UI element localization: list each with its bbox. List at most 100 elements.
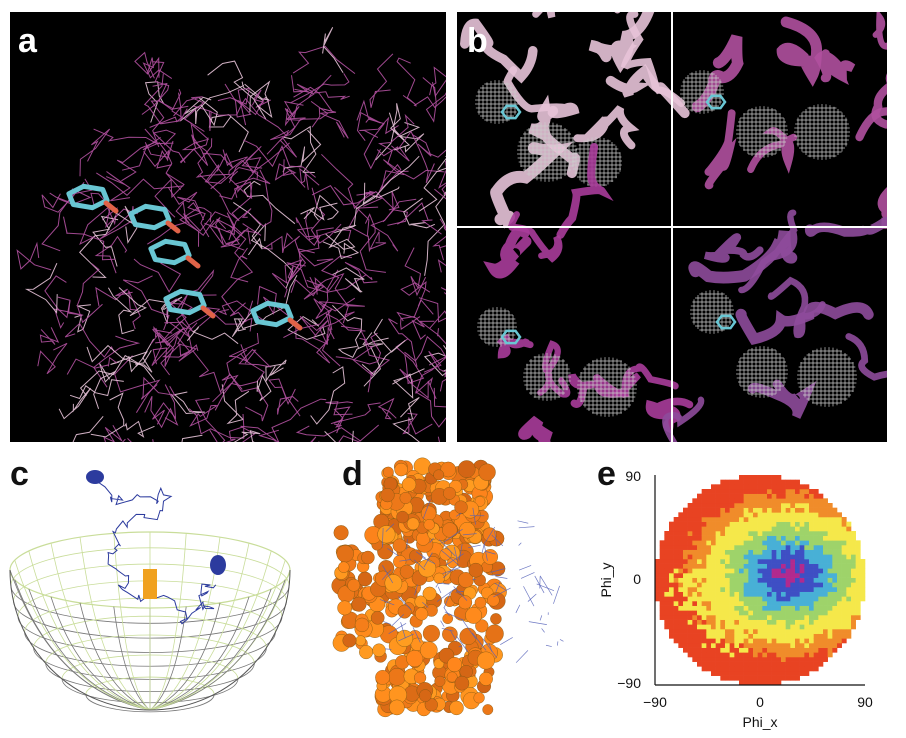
e-density-cell <box>720 647 726 653</box>
e-density-cell <box>790 554 796 560</box>
e-density-cell <box>771 563 777 569</box>
panel-b-ribbon <box>735 301 874 346</box>
panel-d-mesh-line <box>536 583 555 591</box>
e-density-cell <box>837 601 842 606</box>
e-density-cell <box>799 643 805 648</box>
e-density-cell <box>720 582 726 588</box>
e-density-cell <box>669 610 674 616</box>
panel-a-backbone-trace <box>124 420 155 438</box>
e-density-cell <box>664 605 670 611</box>
e-density-cell <box>757 582 763 588</box>
e-density-cell <box>734 479 740 485</box>
e-density-cell <box>697 587 702 592</box>
e-density-cell <box>687 596 693 602</box>
e-density-cell <box>771 615 777 620</box>
e-density-cell <box>715 587 721 592</box>
panel-b-ligand <box>500 329 522 345</box>
e-density-cell <box>757 587 763 592</box>
e-density-cell <box>799 610 805 616</box>
panel-d-mesh-line <box>483 543 488 561</box>
e-density-cell <box>809 601 814 606</box>
e-density-cell <box>813 666 819 672</box>
e-density-cell <box>692 498 698 504</box>
e-density-cell <box>725 652 730 658</box>
e-density-cell <box>855 568 861 574</box>
e-density-cell <box>720 675 726 681</box>
e-density-cell <box>827 517 833 522</box>
e-density-cell <box>715 582 721 588</box>
e-density-cell <box>757 633 763 639</box>
e-density-cell <box>678 577 684 583</box>
e-density-cell <box>837 554 842 560</box>
panel-c-meridian <box>79 602 151 711</box>
e-density-cell <box>706 596 712 602</box>
panel-a-backbone-trace <box>222 149 248 183</box>
e-density-cell <box>781 624 786 630</box>
e-density-cell <box>799 587 805 592</box>
e-density-cell <box>790 577 796 583</box>
panel-a-backbone-trace <box>295 320 331 364</box>
e-density-cell <box>701 535 707 541</box>
e-density-cell <box>790 605 796 611</box>
e-density-cell <box>734 601 740 606</box>
e-density-cell <box>748 573 754 578</box>
panel-a-backbone-trace <box>311 185 395 223</box>
e-density-cell <box>711 540 716 546</box>
e-density-cell <box>823 591 828 597</box>
e-density-cell <box>725 531 730 536</box>
e-density-cell <box>748 675 754 681</box>
e-density-cell <box>701 568 707 574</box>
e-density-cell <box>734 591 740 597</box>
e-density-cell <box>809 512 814 518</box>
panel-a-backbone-trace <box>334 155 420 234</box>
e-density-cell <box>711 577 716 583</box>
e-density-cell <box>683 615 688 620</box>
e-density-cell <box>692 633 698 639</box>
e-density-cell <box>757 647 763 653</box>
e-density-cell <box>701 540 707 546</box>
e-density-cell <box>837 582 842 588</box>
e-density-cell <box>823 517 828 522</box>
e-density-cell <box>767 619 772 625</box>
panel-d-atom-sphere <box>443 486 456 500</box>
e-density-cell <box>841 521 847 527</box>
e-density-cell <box>781 507 786 513</box>
e-density-cell <box>725 489 730 494</box>
e-density-cell <box>673 591 679 597</box>
e-density-cell <box>706 577 712 583</box>
e-density-cell <box>771 633 777 639</box>
e-density-cell <box>701 503 707 508</box>
e-density-cell <box>762 545 768 550</box>
panel-d-mesh-line <box>385 648 392 650</box>
panel-a-backbone-trace <box>103 425 126 442</box>
panel-d-atom-sphere <box>433 469 445 481</box>
panel-a-ligand-ring <box>148 238 192 266</box>
e-density-cell <box>757 619 763 625</box>
e-density-cell <box>729 498 735 504</box>
e-density-cell <box>785 577 791 583</box>
panel-a-backbone-trace <box>224 83 266 118</box>
e-density-cell <box>804 493 810 499</box>
e-density-cell <box>799 535 805 541</box>
e-density-cell <box>785 498 791 504</box>
e-density-cell <box>715 615 721 620</box>
e-density-cell <box>781 615 786 620</box>
e-density-cell <box>743 484 749 490</box>
e-density-cell <box>781 661 786 667</box>
e-density-cell <box>687 517 693 522</box>
e-density-cell <box>827 507 833 513</box>
e-density-cell <box>767 573 772 578</box>
e-density-cell <box>781 526 786 532</box>
e-density-cell <box>697 503 702 508</box>
e-density-cell <box>734 638 740 644</box>
e-density-cell <box>827 638 833 644</box>
e-density-cell <box>720 633 726 639</box>
e-density-cell <box>785 531 791 536</box>
e-density-cell <box>809 652 814 658</box>
e-density-cell <box>813 601 819 606</box>
e-density-cell <box>669 559 674 564</box>
e-density-cell <box>687 559 693 564</box>
e-density-cell <box>748 624 754 630</box>
e-density-cell <box>762 498 768 504</box>
e-density-cell <box>809 633 814 639</box>
